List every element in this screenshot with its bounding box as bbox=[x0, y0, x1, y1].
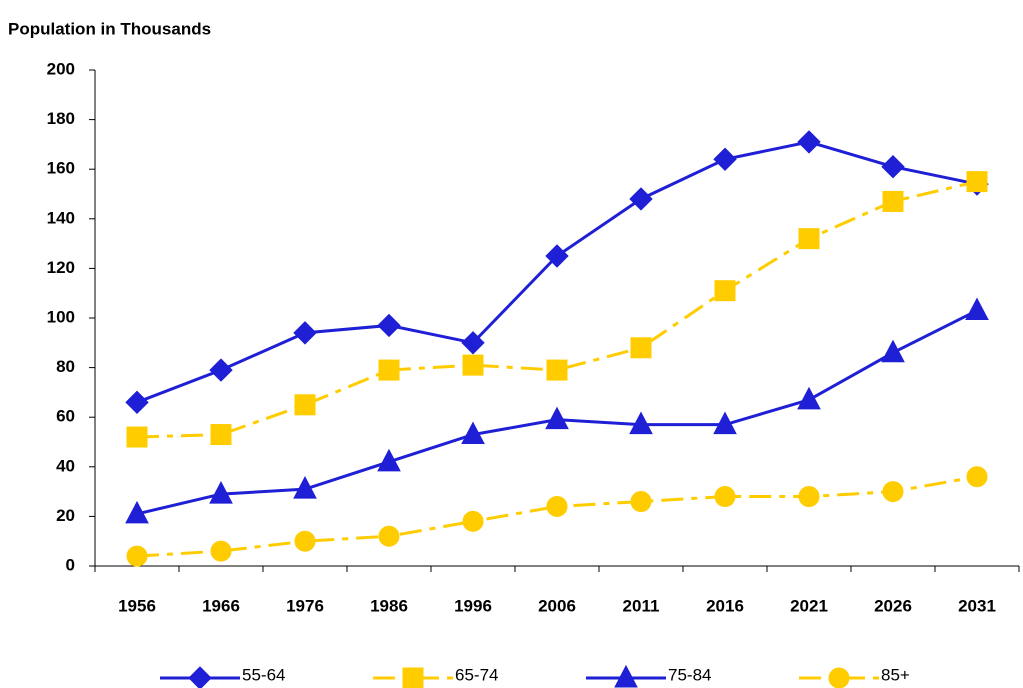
y-tick-label: 140 bbox=[47, 208, 75, 227]
data-point bbox=[630, 491, 652, 513]
data-point bbox=[209, 481, 233, 504]
data-point bbox=[798, 486, 820, 508]
data-point bbox=[713, 411, 737, 435]
series-line bbox=[136, 475, 978, 558]
data-point bbox=[966, 171, 988, 193]
y-tick-label: 40 bbox=[56, 456, 75, 475]
legend-label: 65-74 bbox=[455, 665, 498, 684]
data-point bbox=[125, 500, 149, 524]
data-point bbox=[462, 510, 484, 532]
data-point bbox=[545, 244, 569, 268]
data-point bbox=[210, 424, 232, 446]
data-point bbox=[461, 331, 485, 355]
x-tick-label: 1986 bbox=[370, 596, 408, 615]
y-tick-label: 160 bbox=[47, 159, 75, 178]
data-point bbox=[210, 540, 232, 562]
data-point bbox=[126, 545, 148, 567]
legend-marker bbox=[402, 667, 424, 688]
data-point bbox=[714, 280, 736, 302]
y-tick-label: 120 bbox=[47, 258, 75, 277]
data-point bbox=[882, 481, 904, 503]
data-point bbox=[545, 406, 569, 430]
data-point bbox=[461, 421, 485, 445]
legend-label: 75-84 bbox=[668, 665, 711, 684]
data-point bbox=[965, 297, 989, 321]
y-tick-label: 80 bbox=[56, 357, 75, 376]
data-point bbox=[881, 155, 905, 179]
data-point bbox=[294, 530, 316, 552]
data-point bbox=[294, 394, 316, 416]
x-tick-label: 2011 bbox=[623, 596, 660, 615]
data-point bbox=[882, 190, 904, 212]
data-point bbox=[546, 359, 568, 381]
y-tick-label: 100 bbox=[47, 307, 75, 326]
y-tick-label: 60 bbox=[56, 407, 75, 426]
data-point bbox=[293, 321, 317, 345]
data-point bbox=[797, 386, 821, 410]
x-tick-label: 1966 bbox=[202, 596, 240, 615]
chart-title: Population in Thousands bbox=[8, 19, 211, 38]
data-point bbox=[546, 495, 568, 517]
y-tick-label: 180 bbox=[47, 109, 75, 128]
data-point bbox=[797, 130, 821, 154]
data-point bbox=[713, 147, 737, 171]
data-point bbox=[629, 187, 653, 211]
x-tick-label: 1996 bbox=[454, 596, 492, 615]
series-line bbox=[136, 180, 978, 439]
data-point bbox=[881, 339, 905, 363]
data-point bbox=[462, 354, 484, 376]
x-tick-label: 2006 bbox=[538, 596, 576, 615]
legend-label: 85+ bbox=[881, 665, 910, 684]
data-point bbox=[798, 228, 820, 250]
data-point bbox=[378, 359, 400, 381]
legend-marker bbox=[828, 667, 850, 688]
x-tick-label: 2031 bbox=[958, 596, 996, 615]
data-point bbox=[629, 411, 653, 435]
legend-marker bbox=[188, 666, 212, 688]
data-point bbox=[630, 337, 652, 359]
y-tick-label: 0 bbox=[66, 555, 75, 574]
x-tick-label: 2021 bbox=[790, 596, 828, 615]
data-point bbox=[377, 448, 401, 472]
data-point bbox=[966, 466, 988, 488]
data-point bbox=[209, 358, 233, 382]
x-tick-label: 1956 bbox=[118, 596, 156, 615]
legend-label: 55-64 bbox=[242, 665, 285, 684]
x-tick-label: 2016 bbox=[706, 596, 744, 615]
data-point bbox=[125, 390, 149, 415]
data-point bbox=[126, 426, 148, 448]
data-point bbox=[377, 313, 401, 338]
y-tick-label: 200 bbox=[47, 59, 75, 78]
legend-marker bbox=[614, 664, 638, 688]
x-tick-label: 1976 bbox=[286, 596, 324, 615]
data-point bbox=[714, 486, 736, 508]
x-tick-label: 2026 bbox=[874, 596, 912, 615]
y-tick-label: 20 bbox=[56, 506, 75, 525]
data-point bbox=[378, 525, 400, 547]
data-point bbox=[293, 476, 317, 499]
